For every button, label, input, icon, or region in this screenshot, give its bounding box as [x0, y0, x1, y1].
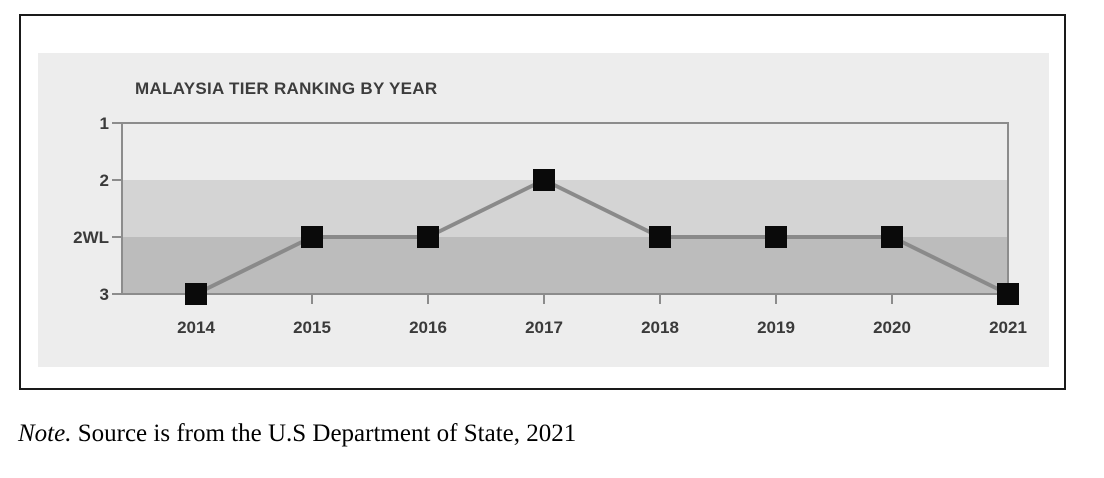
figure-note: Note. Source is from the U.S Department … — [18, 420, 576, 448]
data-point-marker — [765, 226, 787, 248]
y-tick-label: 1 — [100, 114, 109, 133]
note-label: Note. — [18, 420, 72, 447]
data-point-marker — [185, 283, 207, 305]
markers — [185, 169, 1019, 305]
x-axis: 2014 2015 2016 2017 2018 2019 2020 2021 — [177, 294, 1027, 337]
note-text: Source is from the U.S Department of Sta… — [71, 420, 577, 447]
data-point-marker — [533, 169, 555, 191]
x-tick-label: 2019 — [757, 318, 795, 337]
x-tick-label: 2021 — [989, 318, 1027, 337]
y-tick-label: 2 — [100, 171, 109, 190]
series-line — [195, 178, 1009, 296]
data-point-marker — [881, 226, 903, 248]
data-point-marker — [301, 226, 323, 248]
chart-title: MALAYSIA TIER RANKING BY YEAR — [135, 79, 437, 98]
plot-border — [121, 122, 1009, 295]
data-point-marker — [997, 283, 1019, 305]
x-tick-label: 2020 — [873, 318, 911, 337]
x-tick-label: 2018 — [641, 318, 679, 337]
data-point-marker — [417, 226, 439, 248]
y-tick-label: 3 — [100, 285, 109, 304]
tier-ranking-chart: MALAYSIA TIER RANKING BY YEAR 1 2 2WL 3 201… — [38, 53, 1049, 367]
data-point-marker — [649, 226, 671, 248]
band-tier2wl — [122, 237, 1008, 294]
x-tick-label: 2014 — [177, 318, 215, 337]
x-tick-label: 2017 — [525, 318, 563, 337]
y-axis: 1 2 2WL 3 — [73, 114, 122, 304]
x-tick-label: 2016 — [409, 318, 447, 337]
y-tick-label: 2WL — [73, 228, 109, 247]
x-tick-label: 2015 — [293, 318, 331, 337]
